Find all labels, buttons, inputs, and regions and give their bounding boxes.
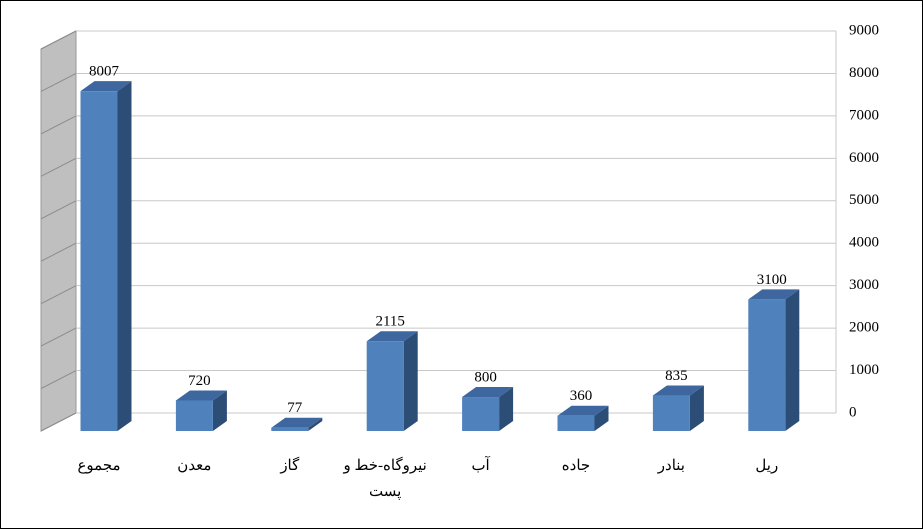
wall-grid-line	[40, 115, 77, 135]
y-tick-label: 3000	[849, 277, 879, 293]
bar-top	[271, 417, 323, 428]
value-label: 720	[188, 373, 211, 389]
bar-side	[403, 331, 418, 431]
bar	[462, 397, 500, 431]
wall-grid-line	[40, 327, 77, 347]
bar-top	[557, 405, 609, 416]
value-label: 3100	[757, 272, 787, 288]
wall-grid-line	[40, 200, 77, 220]
bar-top	[175, 390, 227, 401]
bar	[652, 395, 690, 431]
y-tick-label: 9000	[849, 22, 879, 38]
value-label: 800	[474, 369, 497, 385]
y-tick-label: 8000	[849, 65, 879, 81]
y-tick-label: 6000	[849, 150, 879, 166]
value-label: 8007	[89, 64, 120, 80]
y-tick-label: 4000	[849, 235, 879, 251]
wall-grid-line	[40, 157, 77, 177]
wall-grid-line	[40, 72, 77, 92]
bar-side	[308, 417, 323, 431]
wall-grid-line	[40, 242, 77, 262]
bar-side	[594, 405, 609, 431]
y-tick-label: 0	[849, 404, 857, 420]
x-tick-label: معدن	[177, 458, 212, 474]
bar-side	[689, 385, 704, 431]
bar-top	[652, 385, 704, 396]
wall-grid-line	[40, 370, 77, 390]
x-tick-label: آب	[471, 458, 490, 474]
bar	[748, 299, 786, 431]
bar-side	[499, 387, 514, 431]
bar-side	[785, 289, 800, 431]
x-tick-label: جاده	[561, 458, 591, 474]
x-tick-label: نیروگاه-خط و پست	[343, 458, 427, 500]
bar-side	[212, 390, 227, 431]
x-tick-label: ریل	[755, 458, 779, 474]
y-tick-label: 2000	[849, 320, 879, 336]
x-tick-label: مجموع	[77, 458, 121, 474]
y-tick-label: 5000	[849, 192, 879, 208]
y-tick-label: 1000	[849, 362, 879, 378]
bar-top	[462, 387, 514, 398]
wall-grid-line	[40, 412, 77, 432]
bar	[557, 415, 595, 431]
wall-grid-line	[40, 285, 77, 305]
bar-top	[80, 81, 132, 92]
value-label: 2115	[375, 314, 404, 330]
bar	[271, 427, 309, 431]
wall-grid-line	[40, 30, 77, 50]
value-label: 360	[570, 388, 593, 404]
bar	[175, 400, 213, 431]
side-wall	[40, 30, 77, 432]
value-label: 77	[287, 400, 303, 416]
bar-top	[748, 289, 800, 300]
x-tick-label: بنادر	[657, 458, 685, 474]
value-label: 835	[665, 368, 688, 384]
bar-side	[117, 81, 132, 431]
y-tick-label: 7000	[849, 107, 879, 123]
bar	[80, 91, 118, 431]
bar	[366, 341, 404, 431]
x-tick-label: گاز	[280, 458, 300, 474]
bar-top	[366, 331, 418, 342]
